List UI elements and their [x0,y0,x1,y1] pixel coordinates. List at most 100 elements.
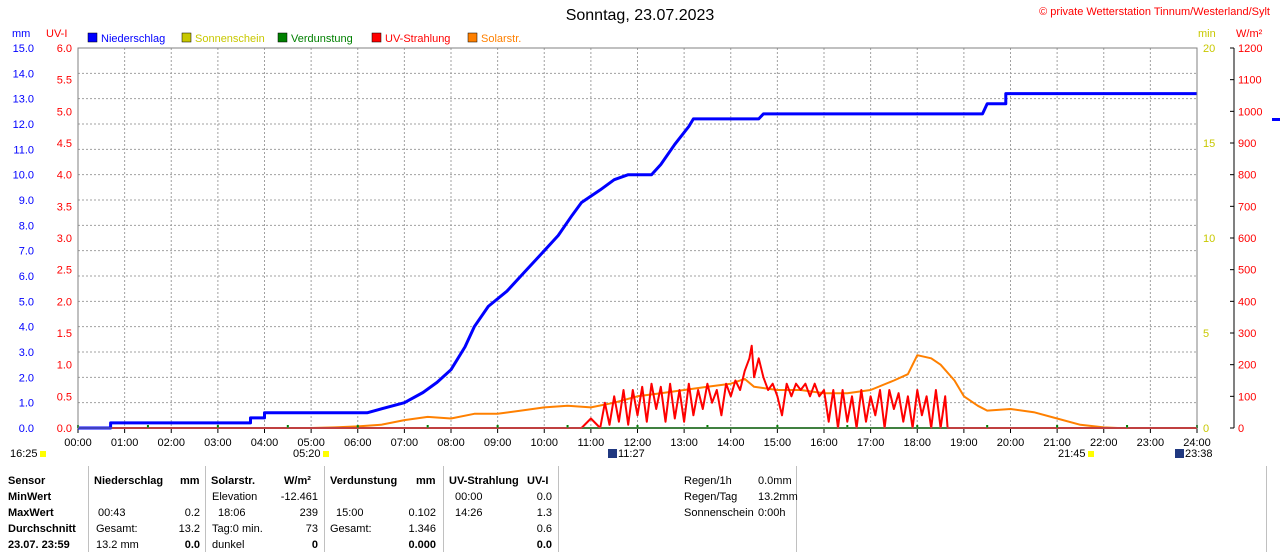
y-tick-label-wm2: 400 [1238,296,1256,308]
series-line-uvstrahlung [78,344,1197,429]
niederschlag-current-label: 13.2 mm [96,539,139,551]
sensor-row-label: MaxWert [8,507,54,519]
solar-max-value: 239 [299,507,318,519]
y-tick-label-wm2: 0 [1238,423,1244,435]
verdunstung-max-time: 15:00 [336,507,364,519]
left-time: 16:25 [10,448,38,460]
x-axis: 00:00 01:00 02:00 03:00 04:00 05:00 06:00 07:00… [64,428,1211,449]
solar-header: Solarstr. [211,475,256,487]
y-tick-label-wm2: 900 [1238,138,1256,150]
y-tick-label-mm: 3.0 [19,347,34,359]
weather-chart: Sonntag, 23.07.2023 © private Wetterstat… [10,6,1280,460]
noon-time: 11:27 [618,448,645,460]
verdunstung-marker [636,425,639,428]
verdunstung-marker [1056,425,1059,428]
y-tick-label-mm: 4.0 [19,322,34,334]
solar-current-value: 0 [311,539,318,551]
y-tick-label-uv: 1.0 [57,360,72,372]
sensor-header: Sensor [8,475,46,487]
solar-unit: W/m² [284,475,311,487]
summary-value: 0.0mm [758,475,792,487]
uv-avg-value: 0.6 [536,523,552,535]
y-tick-label-mm: 8.0 [19,220,34,232]
x-tick-label: 11:00 [578,437,605,449]
x-tick-label: 12:00 [624,437,652,449]
y-tick-label-uv: 2.0 [57,296,72,308]
x-tick-label: 07:00 [391,437,419,449]
uv-max-value: 1.3 [536,507,552,519]
y-tick-label-min: 10 [1203,233,1215,245]
y-tick-label-uv: 1.5 [57,328,72,340]
sunset-time: 21:45 [1058,448,1086,460]
right-edge-marker [1272,118,1280,121]
verdunstung-marker [496,425,499,428]
sensor-row-label: 23.07. 23:59 [8,539,70,551]
y-tick-label-mm: 0.0 [19,423,34,435]
sunset-icon [1088,451,1094,457]
solar-max-time: 18:06 [218,507,246,519]
copyright-text: © private Wetterstation Tinnum/Westerlan… [1039,6,1270,18]
x-tick-label: 05:00 [297,437,325,449]
x-tick-label: 06:00 [344,437,372,449]
unit-wm2: W/m² [1236,28,1263,40]
x-tick-label: 09:00 [484,437,512,449]
x-tick-label: 02:00 [157,437,185,449]
legend-swatch [467,32,478,43]
y-tick-label-mm: 14.0 [13,68,34,80]
y-tick-label-wm2: 800 [1238,170,1256,182]
unit-mm: mm [12,28,30,40]
y-tick-label-min: 15 [1203,138,1215,150]
y-tick-label-mm: 5.0 [19,296,34,308]
legend-label: Sonnenschein [195,33,265,45]
noon-icon [608,449,617,458]
y-tick-label-uv: 3.0 [57,233,72,245]
y-tick-label-wm2: 1200 [1238,43,1262,55]
y-tick-label-wm2: 100 [1238,391,1256,403]
y-tick-label-wm2: 500 [1238,265,1256,277]
chart-title: Sonntag, 23.07.2023 [566,7,715,24]
y-tick-label-uv: 4.5 [57,138,72,150]
legend-swatch [371,32,382,43]
x-tick-label: 13:00 [670,437,698,449]
x-tick-label: 00:00 [64,437,92,449]
x-tick-label: 15:00 [764,437,792,449]
y-tick-label-mm: 7.0 [19,246,34,258]
summary-label: Regen/1h [684,475,732,487]
summary-label: Regen/Tag [684,491,738,503]
solar-min-label: Elevation [212,491,258,503]
niederschlag-total-value: 13.2 [178,523,200,535]
unit-uv: UV-I [46,28,67,40]
y-tick-label-uv: 3.5 [57,201,72,213]
y-tick-label-uv: 2.5 [57,265,72,277]
verdunstung-marker [706,425,709,428]
verdunstung-header: Verdunstung [330,475,398,487]
grid [78,48,1197,428]
y-tick-label-wm2: 700 [1238,201,1256,213]
summary-label: Sonnenschein [684,507,754,519]
verdunstung-marker [216,425,219,428]
verdunstung-marker [986,425,989,428]
series-line-solarstr [78,354,1197,429]
y-tick-label-min: 5 [1203,328,1209,340]
y-tick-label-mm: 10.0 [13,170,34,182]
y-axes: 0.0 1.0 2.0 3.0 4.0 5.0 6.0 7.0 8.0 9.0 10.0 11.0 12… [13,43,1263,435]
x-tick-label: 23:00 [1137,437,1165,449]
x-tick-label: 17:00 [857,437,885,449]
uv-unit: UV-I [527,475,549,487]
x-tick-label: 16:00 [810,437,838,449]
verdunstung-total-value: 1.346 [408,523,436,535]
series-line-niederschlag [78,92,1197,430]
y-tick-label-mm: 9.0 [19,195,34,207]
verdunstung-marker [426,425,429,428]
x-tick-label: 20:00 [997,437,1025,449]
verdunstung-current-value: 0.000 [408,539,436,551]
y-tick-label-uv: 5.0 [57,106,72,118]
legend-label: UV-Strahlung [385,33,450,45]
legend-swatch [277,32,288,43]
y-tick-label-uv: 0.5 [57,391,72,403]
verdunstung-max-value: 0.102 [408,507,436,519]
y-tick-label-min: 20 [1203,43,1215,55]
left-sun-icon [40,451,46,457]
y-tick-label-mm: 11.0 [13,144,34,156]
x-tick-label: 10:00 [530,437,558,449]
